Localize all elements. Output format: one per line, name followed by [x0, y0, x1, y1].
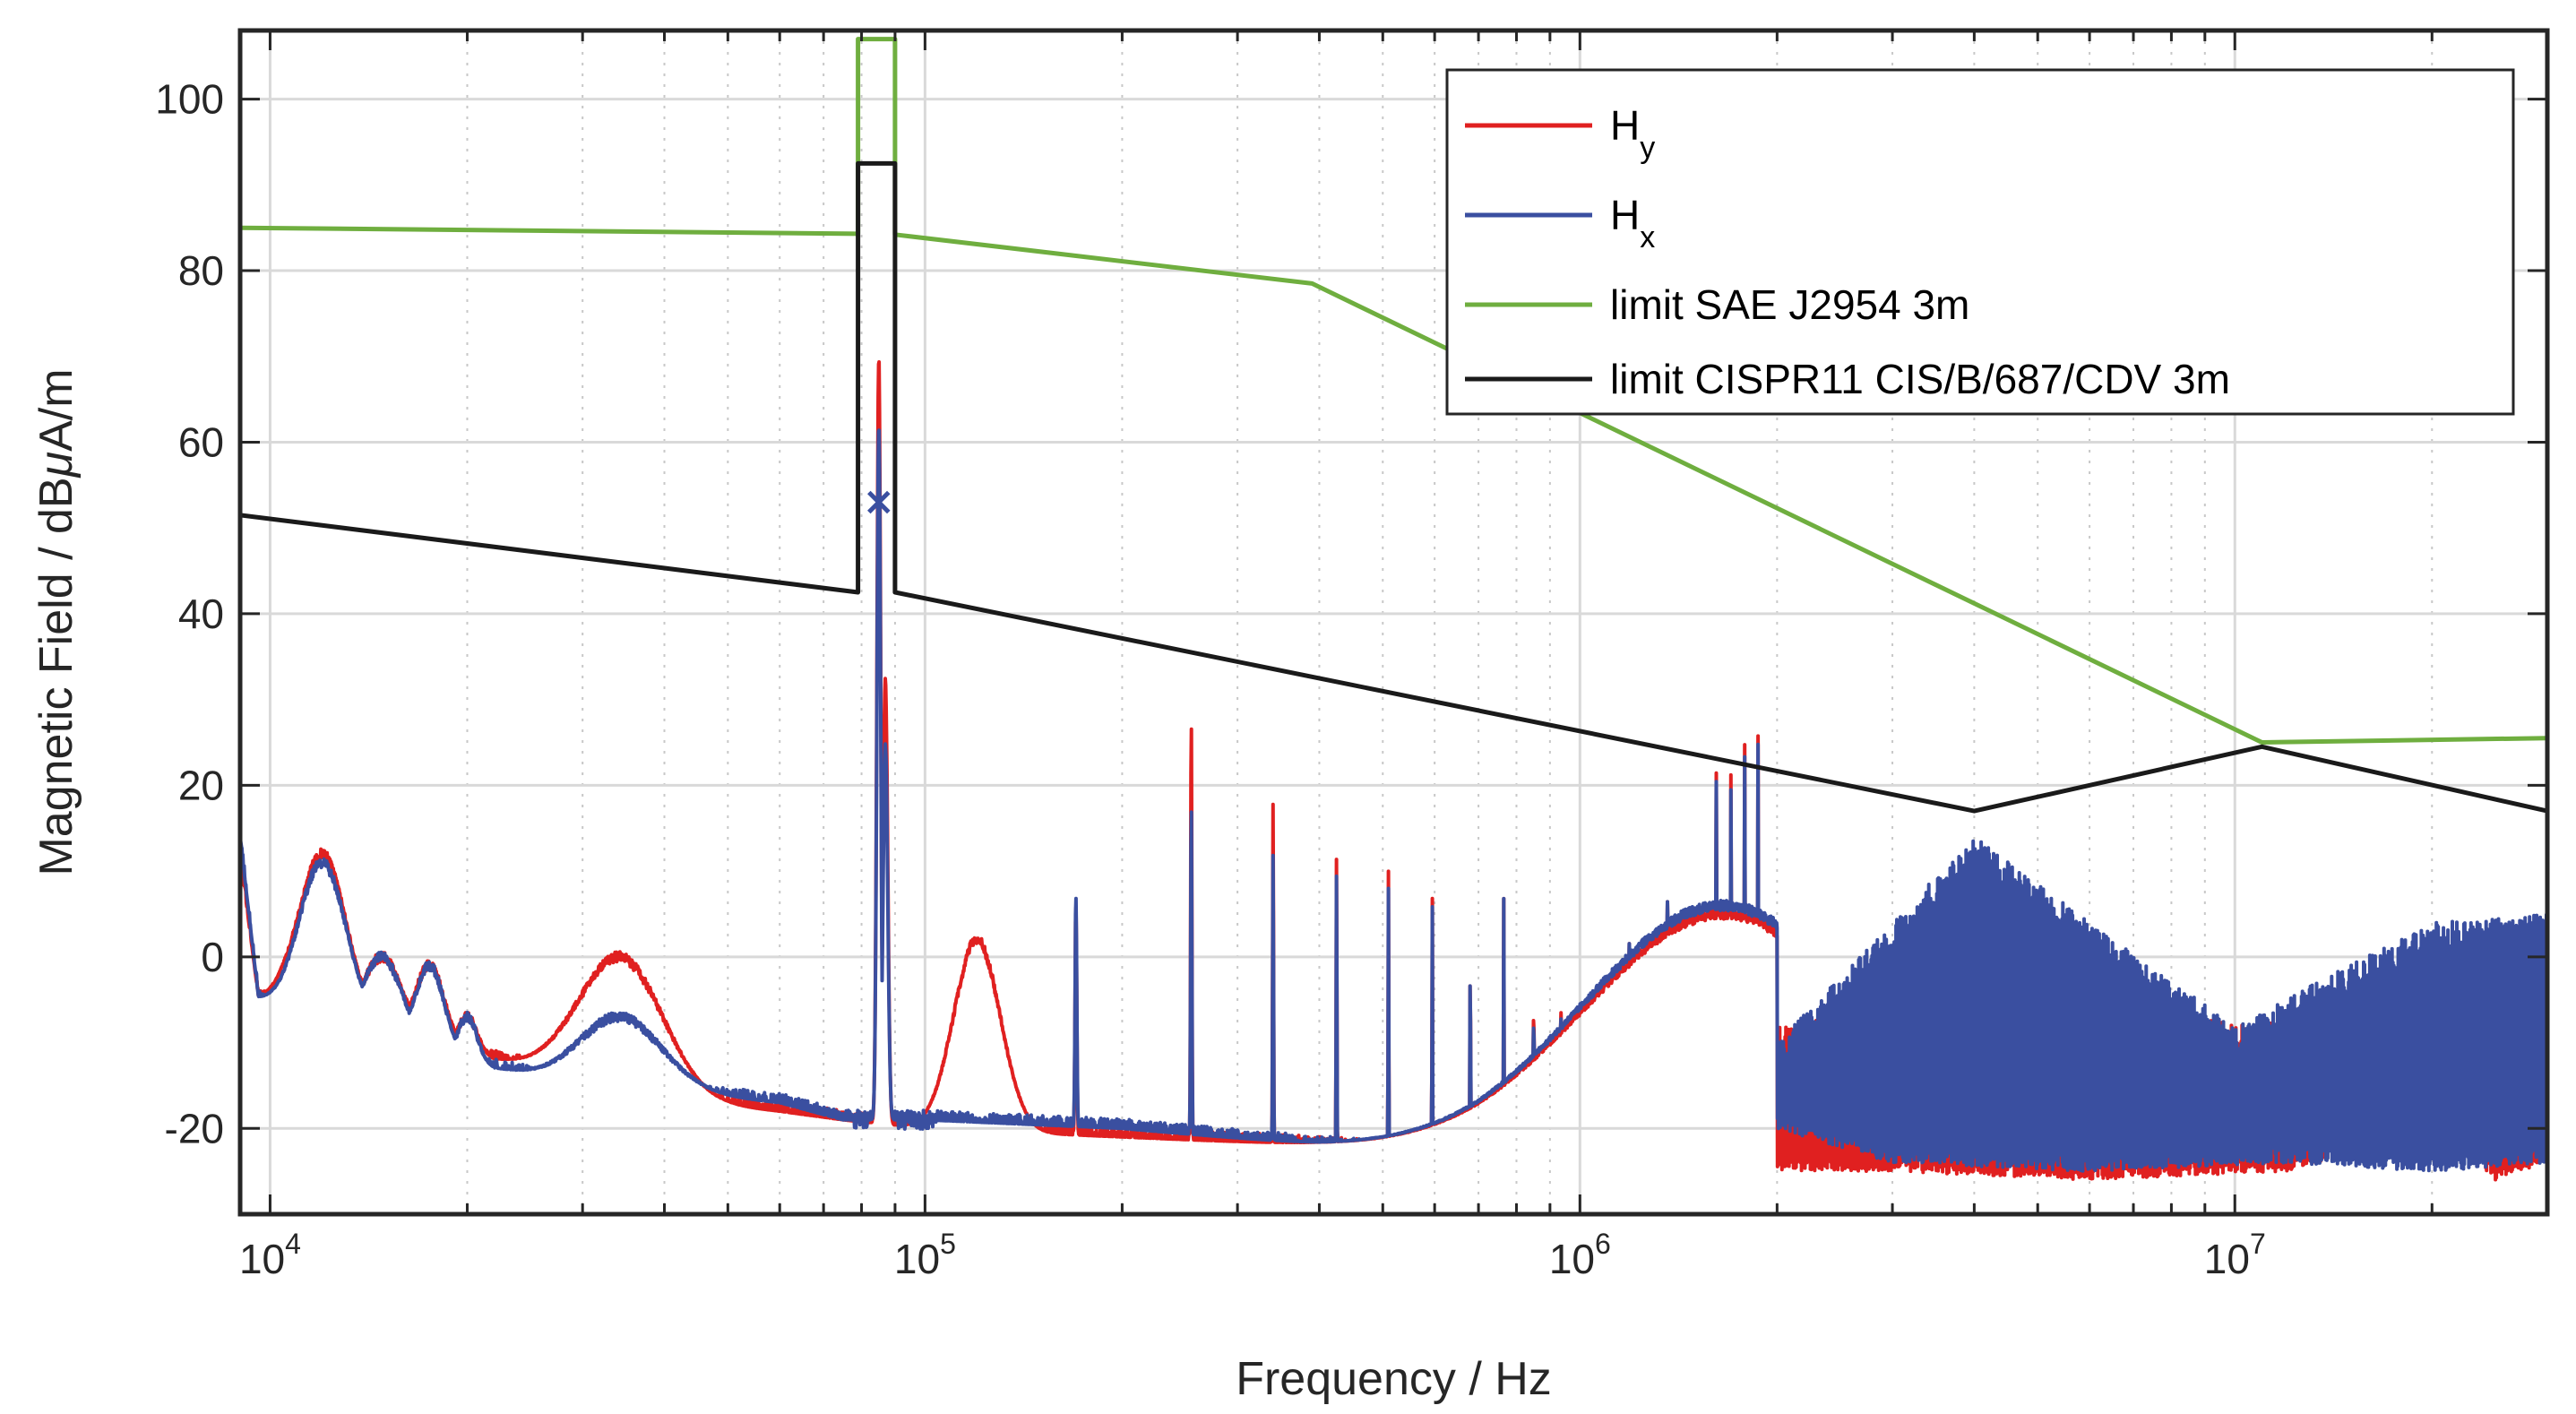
- legend-label-Hy: Hy: [1610, 102, 1655, 165]
- legend-label-main: limit SAE J2954 3m: [1610, 281, 1969, 328]
- peak-marker-stroke-b: [867, 490, 891, 514]
- y-tick-label: 80: [178, 247, 224, 294]
- axes-box: [237, 28, 2550, 1217]
- legend-label-sae: limit SAE J2954 3m: [1610, 281, 1969, 328]
- x-tick-label: 104: [239, 1228, 301, 1282]
- y-axis-label-main: Magnetic Field / dB: [30, 477, 82, 875]
- x-tick-label: 105: [894, 1228, 956, 1282]
- x-tick-label-exponent: 7: [2250, 1228, 2266, 1260]
- legend-label-subscript: y: [1640, 131, 1655, 165]
- y-tick-label: -20: [165, 1105, 224, 1151]
- legend-label-subscript: x: [1640, 220, 1655, 254]
- series-cispr-limit-line: [240, 160, 2547, 814]
- x-tick-label-exponent: 6: [1595, 1228, 1611, 1260]
- legend-box: [1445, 68, 2515, 416]
- x-tick-label-base: 10: [1549, 1236, 1595, 1282]
- y-axis-label-mu: μ: [30, 452, 82, 479]
- legend-label-main: H: [1610, 192, 1640, 238]
- x-tick-label-base: 10: [894, 1236, 940, 1282]
- x-tick-label-exponent: 5: [940, 1228, 956, 1260]
- x-tick-label-base: 10: [239, 1236, 285, 1282]
- y-tick-label: 100: [155, 76, 224, 123]
- y-axis-label: Magnetic Field / dBμA/m: [30, 368, 82, 875]
- y-tick-label: 20: [178, 762, 224, 808]
- x-tick-label-base: 10: [2204, 1236, 2250, 1282]
- y-tick-label: 40: [178, 591, 224, 637]
- series-hx-line: [240, 428, 2547, 1173]
- y-tick-label: 60: [178, 418, 224, 465]
- y-tick-label: 0: [201, 934, 224, 980]
- x-axis-label: Frequency / Hz: [1236, 1353, 1552, 1405]
- legend-label-main: limit CISPR11 CIS/B/687/CDV 3m: [1610, 356, 2230, 402]
- axes-frame: [237, 28, 2550, 1217]
- legend-label-cispr: limit CISPR11 CIS/B/687/CDV 3m: [1610, 356, 2230, 402]
- data-series: [240, 37, 2547, 1182]
- y-axis-label-unit: A/m: [30, 368, 82, 451]
- legend-label-main: H: [1610, 102, 1640, 149]
- x-tick-label: 106: [1549, 1228, 1611, 1282]
- x-tick-label: 107: [2204, 1228, 2266, 1282]
- x-tick-label-exponent: 4: [285, 1228, 301, 1260]
- legend-label-Hx: Hx: [1610, 192, 1655, 254]
